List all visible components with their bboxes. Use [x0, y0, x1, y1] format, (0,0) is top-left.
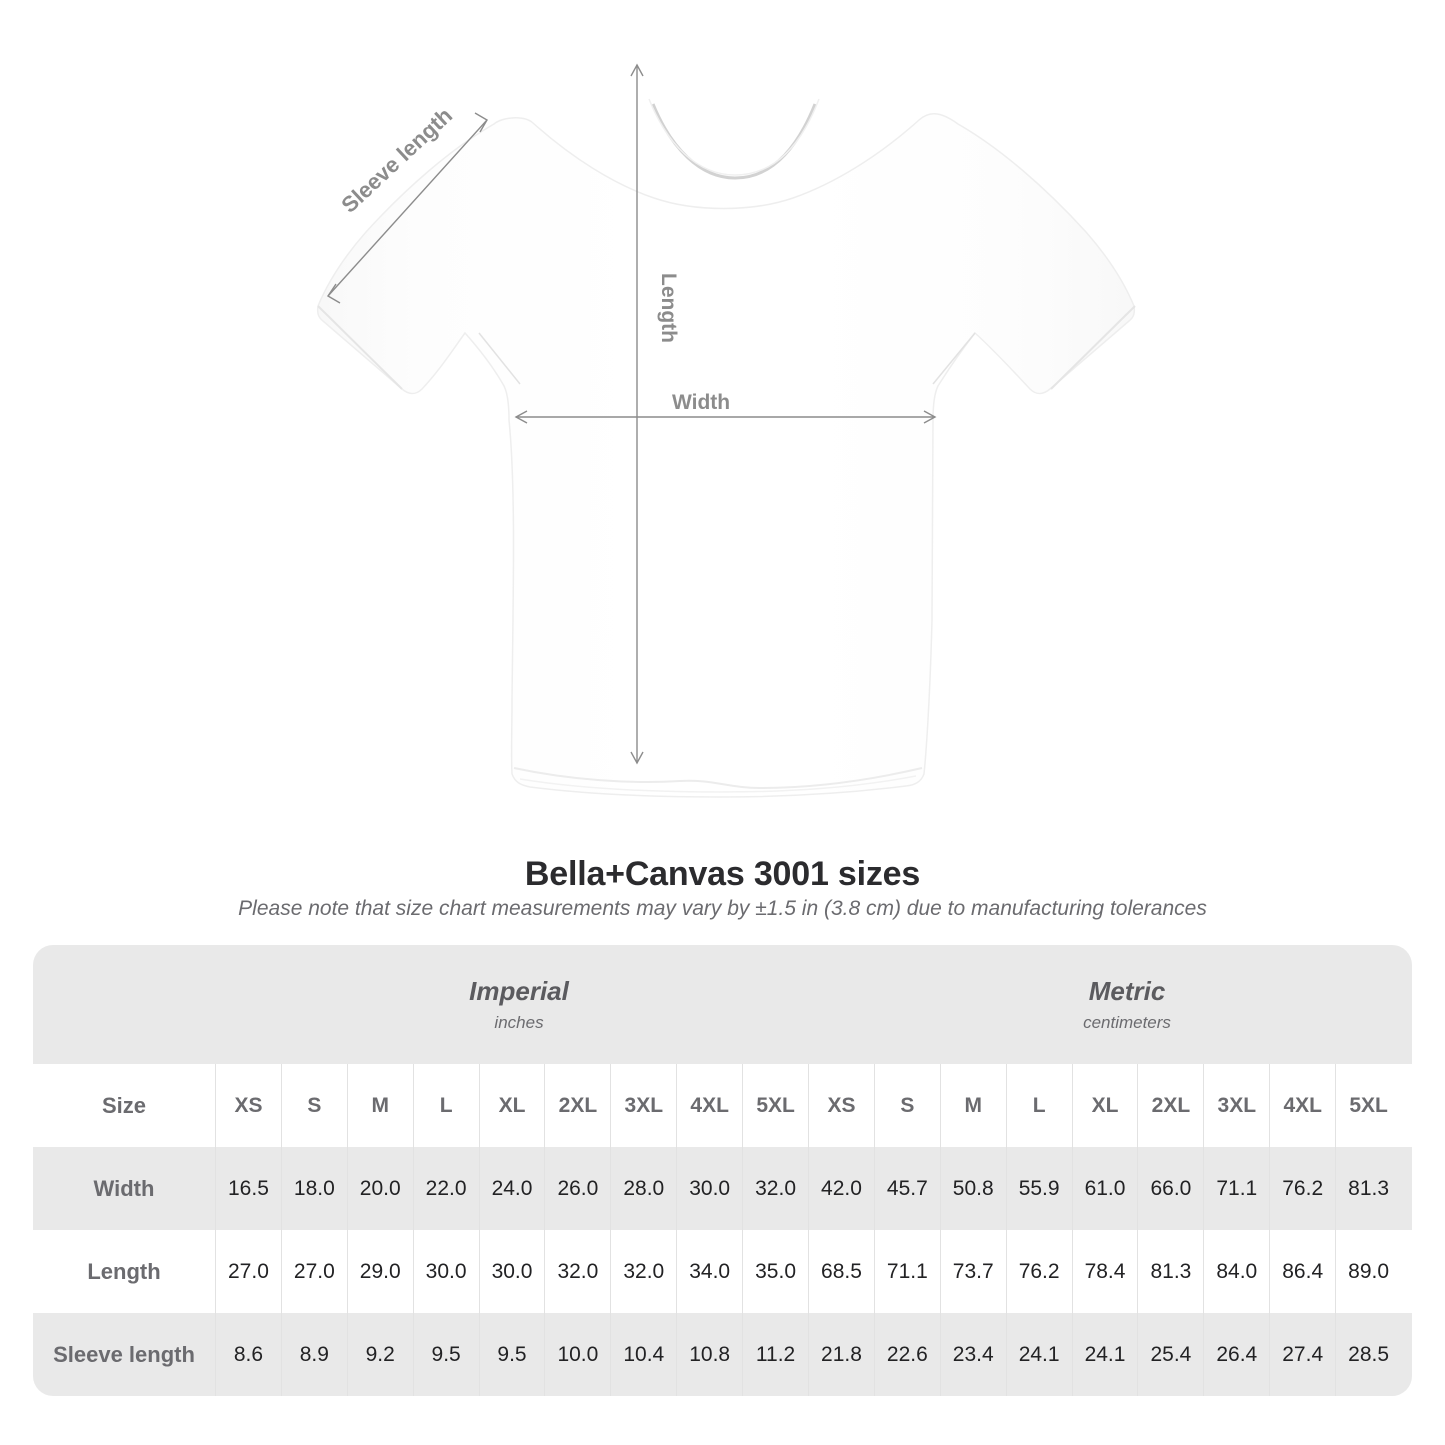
svg-text:Width: Width	[672, 391, 730, 414]
svg-text:Length: Length	[657, 273, 680, 343]
